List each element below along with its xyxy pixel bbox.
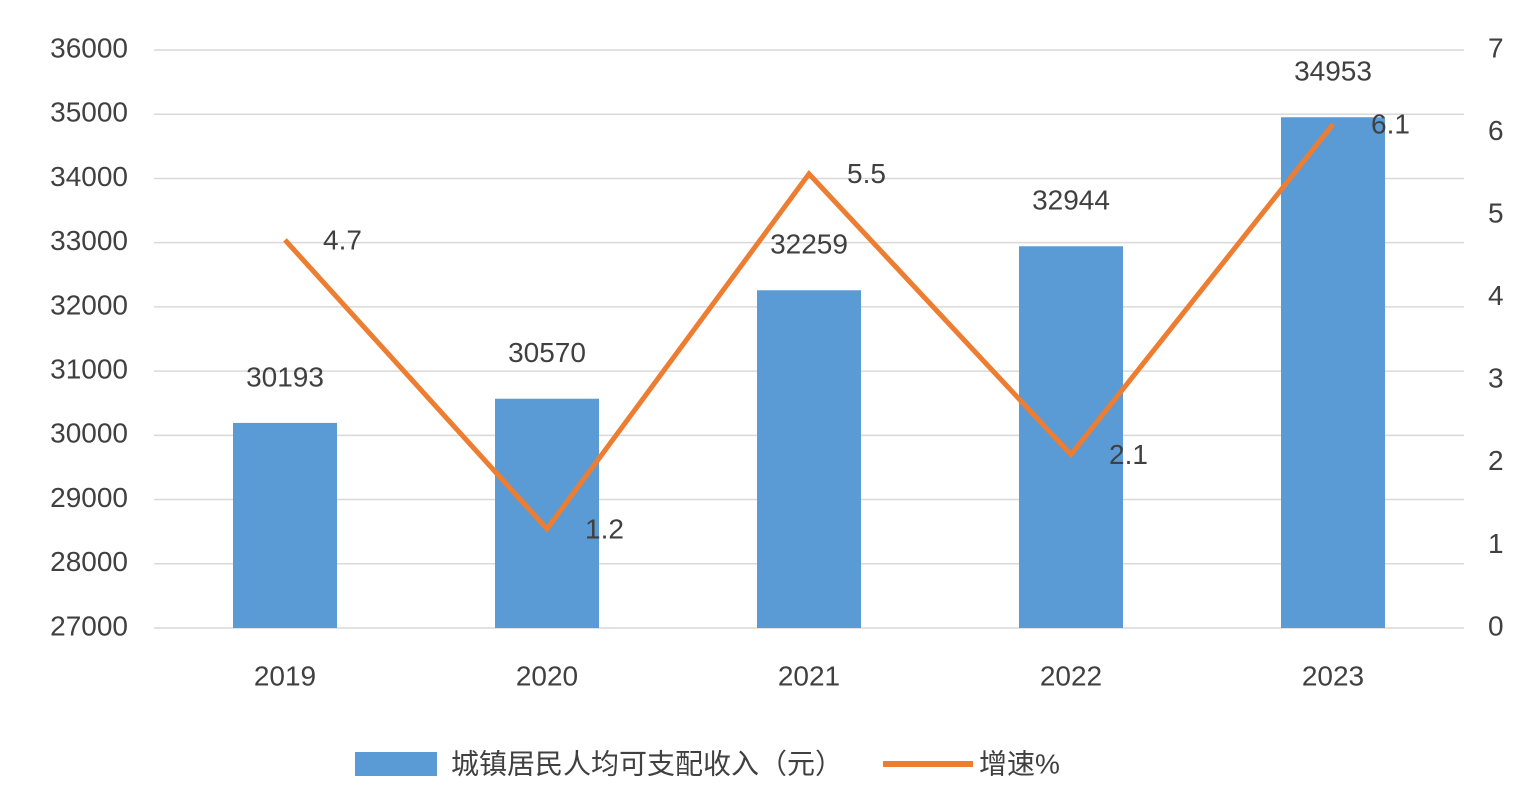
x-tick-label: 2019 [254,660,316,691]
y-tick-label: 34000 [50,161,128,192]
line [283,122,1335,533]
y-tick-label: 28000 [50,546,128,577]
legend-label: 增速% [979,748,1060,779]
y-tick-label: 32000 [50,289,128,320]
y-tick-label: 31000 [50,354,128,385]
data-label: 30570 [508,337,586,368]
y2-tick-label: 7 [1488,32,1504,63]
y-tick-label: 30000 [50,418,128,449]
bar [1019,246,1123,628]
y-tick-label: 35000 [50,97,128,128]
y2-tick-label: 0 [1488,610,1504,641]
x-tick-label: 2021 [778,660,840,691]
y-tick-label: 33000 [50,225,128,256]
data-label: 1.2 [585,513,624,544]
data-label: 4.7 [323,224,362,255]
x-tick-label: 2020 [516,660,578,691]
y2-tick-label: 3 [1488,363,1504,394]
bar [757,290,861,628]
data-label: 5.5 [847,158,886,189]
data-label: 2.1 [1109,439,1148,470]
y2-tick-label: 1 [1488,528,1504,559]
y-tick-label: 36000 [50,32,128,63]
y2-tick-label: 4 [1488,280,1504,311]
y-tick-label: 27000 [50,610,128,641]
data-label: 30193 [246,361,324,392]
y2-tick-label: 5 [1488,198,1504,229]
bar [233,422,337,628]
x-tick-label: 2022 [1040,660,1102,691]
y-tick-label: 29000 [50,482,128,513]
data-label: 34953 [1294,56,1372,87]
legend-label: 城镇居民人均可支配收入（元） [451,748,843,779]
bar [1281,117,1385,629]
y2-tick-label: 2 [1488,445,1504,476]
data-label: 32944 [1032,185,1110,216]
legend-swatch [355,752,437,776]
data-label: 32259 [770,229,848,260]
bar [495,398,599,628]
y2-tick-label: 6 [1488,115,1504,146]
x-tick-label: 2023 [1302,660,1364,691]
data-label: 6.1 [1371,109,1410,140]
